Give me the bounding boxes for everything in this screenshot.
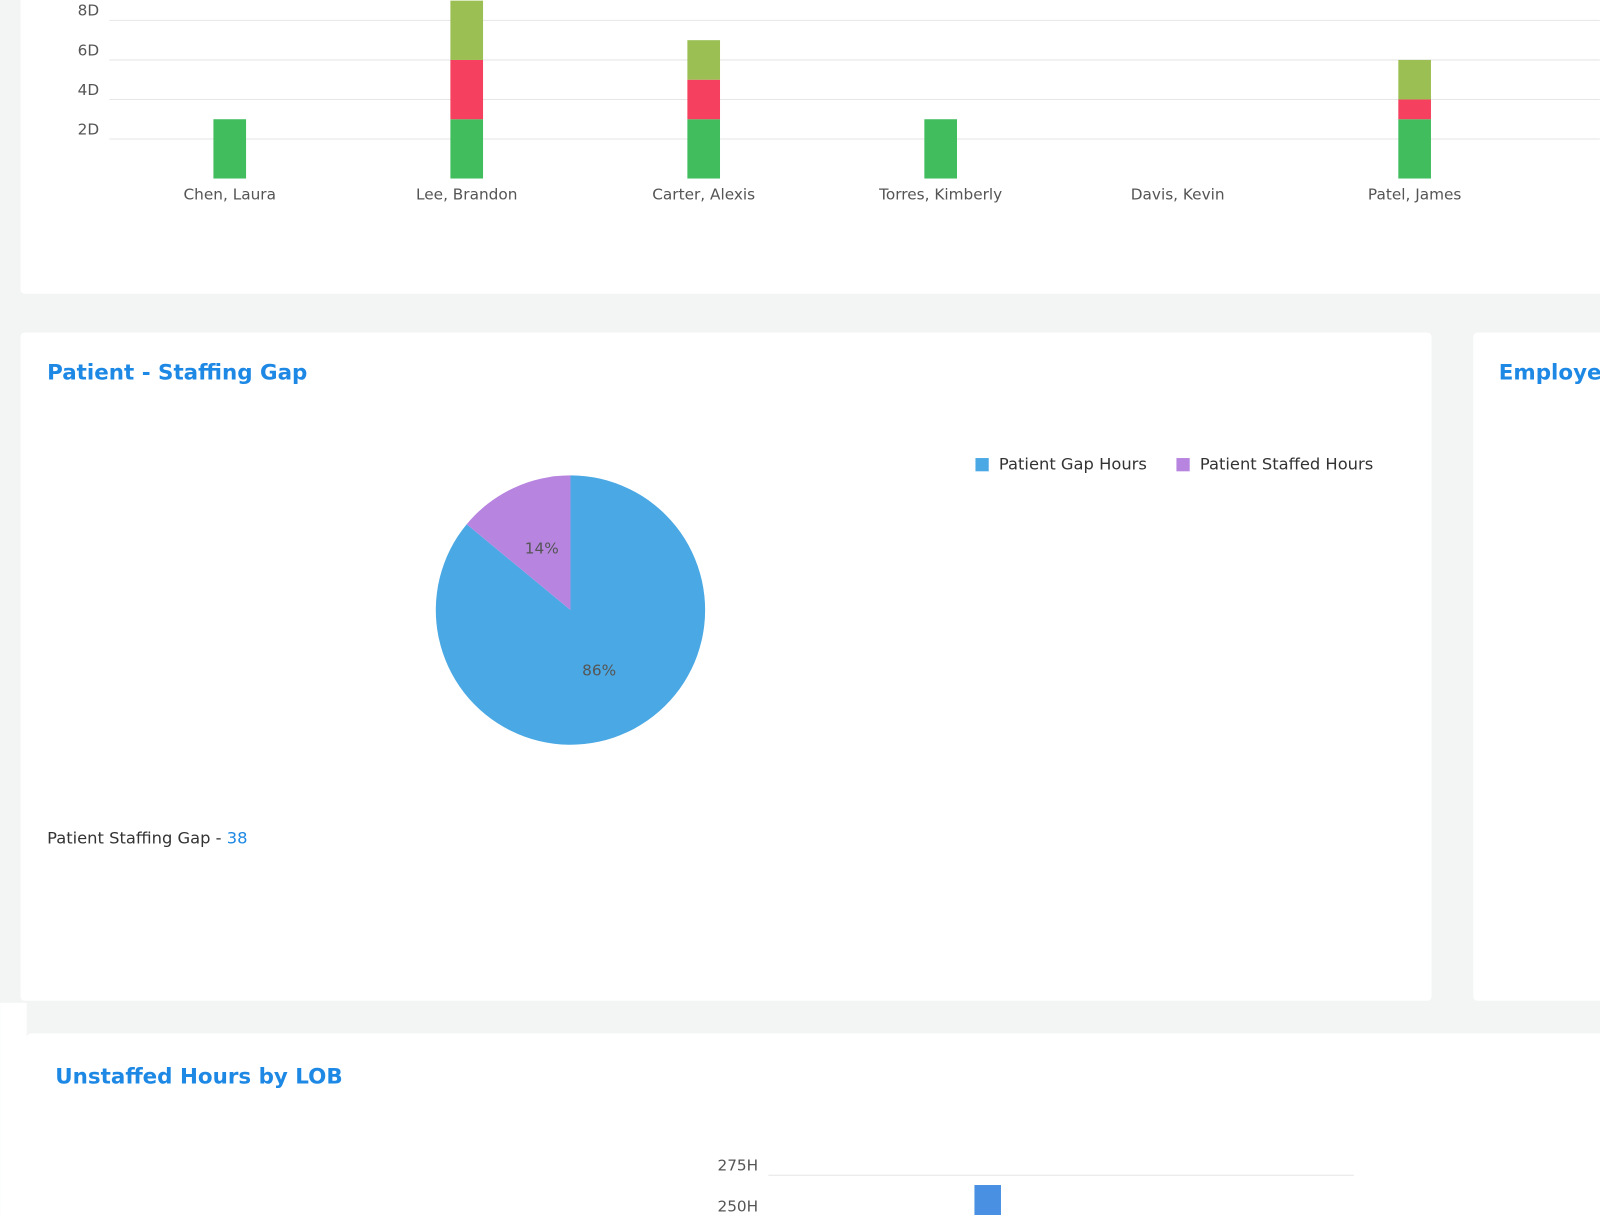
legend-label: Patient Gap Hours	[999, 455, 1147, 474]
bar-segment	[450, 0, 484, 60]
bar-segment	[450, 119, 484, 179]
pie-slice	[435, 475, 706, 745]
bar-segment	[687, 79, 721, 120]
legend-swatch	[975, 458, 989, 472]
summary: Patient Staffing Gap - 38	[47, 828, 247, 847]
card	[20, 332, 1432, 1001]
bar-segment	[450, 59, 484, 120]
card	[26, 1033, 1600, 1215]
bar	[974, 1185, 1001, 1215]
legend-label: Patient Staffed Hours	[1200, 455, 1373, 474]
summary-label: Patient Staffing Gap -	[47, 828, 222, 847]
x-tick-label: Carter, Alexis	[652, 185, 755, 203]
y-tick-label: 2D	[78, 120, 100, 138]
card	[20, 0, 1600, 294]
x-tick-label: Davis, Kevin	[1131, 185, 1225, 203]
panel-title: Patient - Staffing Gap	[47, 360, 307, 385]
bar-segment	[924, 119, 958, 179]
y-tick-label: 250H	[717, 1197, 758, 1215]
y-tick-label: 4D	[78, 81, 100, 99]
bar-segment	[1398, 119, 1431, 179]
slice-label: 14%	[525, 540, 559, 558]
slice-label: 86%	[582, 661, 616, 679]
bar-segment	[687, 119, 721, 179]
x-tick-label: Chen, Laura	[184, 185, 276, 203]
bar-segment	[213, 119, 247, 179]
sidebar	[0, 1002, 27, 1215]
y-tick-label: 6D	[78, 41, 100, 59]
legend-swatch	[1176, 458, 1190, 472]
bar-segment	[687, 40, 721, 80]
pie-slice	[466, 475, 571, 611]
y-tick-label: 275H	[717, 1157, 758, 1175]
summary-value: 38	[227, 828, 248, 847]
card	[1473, 332, 1600, 1001]
x-tick-label: Lee, Brandon	[416, 185, 517, 203]
y-tick-label: 8D	[78, 2, 100, 20]
x-tick-label: Patel, James	[1368, 185, 1461, 203]
bar-segment	[1398, 59, 1431, 100]
bar-segment	[1398, 99, 1431, 120]
x-tick-label: Torres, Kimberly	[878, 185, 1002, 203]
panel-title: Unstaffed Hours by LOB	[55, 1064, 342, 1089]
panel-title: Employe	[1499, 360, 1600, 385]
